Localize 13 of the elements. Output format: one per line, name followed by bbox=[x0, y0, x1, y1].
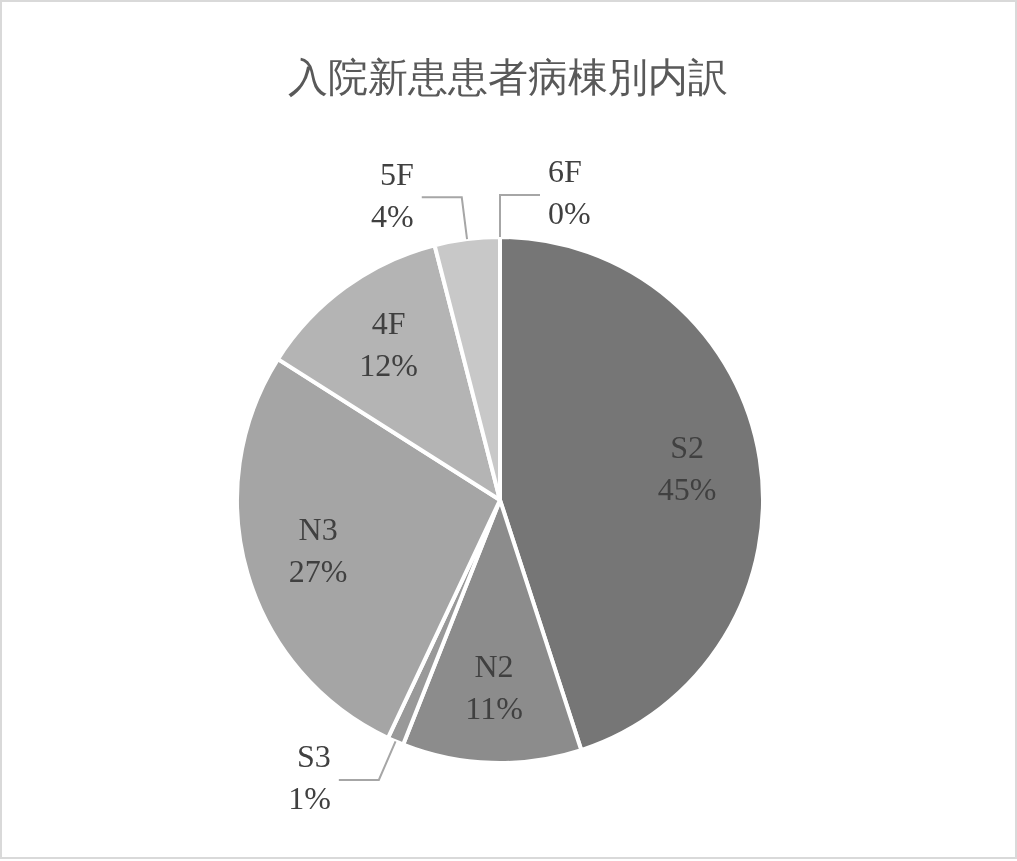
data-label: 4% bbox=[371, 197, 414, 234]
slice-label: N3 bbox=[298, 511, 338, 548]
slice-label: 4F bbox=[371, 305, 406, 342]
category-label: 6F bbox=[548, 153, 582, 190]
data-label: 11% bbox=[465, 689, 523, 726]
slice-label: 5F bbox=[379, 155, 414, 192]
slice-label: S3 bbox=[297, 738, 331, 775]
chart-title: 入院新患患者病棟別内訳 bbox=[288, 54, 728, 100]
slice-label: N2 bbox=[474, 647, 514, 684]
data-label: 12% bbox=[359, 347, 419, 384]
text: 0% bbox=[548, 195, 591, 232]
data-label: 27% bbox=[288, 553, 348, 590]
data-label: 1% bbox=[288, 780, 331, 817]
